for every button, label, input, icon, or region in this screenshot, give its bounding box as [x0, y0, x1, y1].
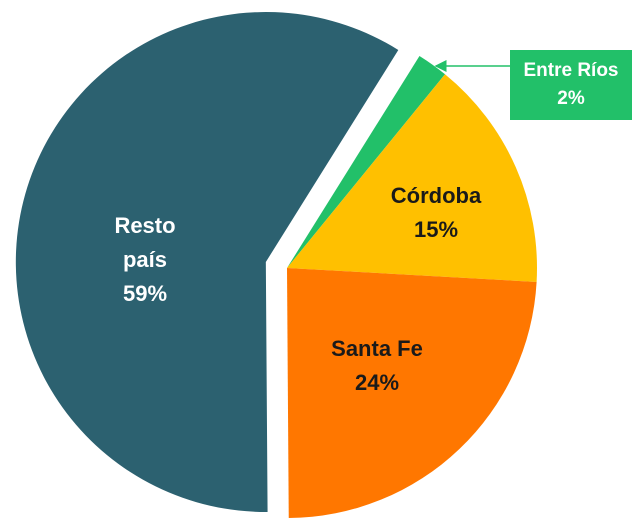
category-label: Córdoba — [390, 183, 482, 208]
category-label: Santa Fe — [331, 336, 423, 361]
slice-label: Santa Fe 24% — [331, 332, 423, 400]
slice-label: Córdoba 15% — [391, 179, 481, 247]
value-label: 59% — [122, 281, 168, 306]
pie-slice — [287, 55, 446, 268]
pie-slice — [15, 12, 399, 513]
value-label: 2% — [557, 88, 585, 109]
slice-label: Resto país 59% — [105, 209, 185, 311]
pie-slice — [287, 74, 537, 282]
slice-label: Entre Ríos 2% — [510, 50, 632, 120]
category-label: Resto país — [114, 213, 176, 272]
category-label: Entre Ríos — [523, 60, 619, 81]
value-label: 15% — [413, 217, 459, 242]
value-label: 24% — [354, 370, 400, 395]
pie-slice — [287, 268, 537, 518]
